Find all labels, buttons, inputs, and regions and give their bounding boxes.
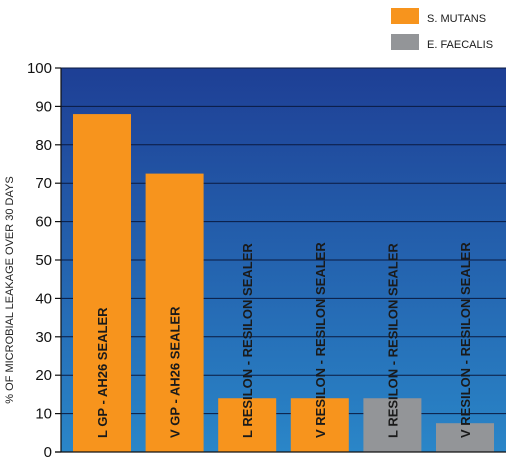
bar-label: L GP - AH26 SEALER: [95, 307, 110, 438]
bar: [436, 423, 494, 452]
y-tick-label: 50: [35, 252, 52, 269]
y-tick-label: 0: [44, 444, 52, 459]
legend-label: E. FAECALIS: [427, 39, 493, 51]
y-tick-label: 80: [35, 137, 52, 154]
bar-label: L RESILON - RESILON SEALER: [385, 243, 400, 438]
y-tick-label: 20: [35, 367, 52, 384]
y-tick-label: 60: [35, 214, 52, 231]
legend-swatch: [391, 8, 419, 24]
legend: S. MUTANS E. FAECALIS: [391, 8, 493, 51]
y-tick-label: 100: [27, 60, 52, 77]
y-axis: 0 10 20 30 40 50 60 70 80 90 100: [27, 60, 506, 459]
bar-label: L RESILON - RESILON SEALER: [240, 243, 255, 438]
bar: [218, 398, 277, 452]
bar: [290, 398, 349, 452]
legend-label: S. MUTANS: [427, 13, 486, 25]
y-tick-label: 90: [35, 98, 52, 115]
bars: L GP - AH26 SEALER V GP - AH26 SEALER L RE…: [73, 114, 494, 452]
y-tick-label: 30: [35, 329, 52, 346]
y-axis-label: % OF MICROBIAL LEAKAGE OVER 30 DAYS: [4, 176, 16, 403]
bar-label: V RESILON - RESILON SEALER: [458, 242, 473, 438]
bar: [363, 398, 422, 452]
y-tick-label: 10: [35, 406, 52, 423]
y-tick-label: 70: [35, 175, 52, 192]
bar: [145, 173, 204, 452]
bar-label: V GP - AH26 SEALER: [168, 306, 183, 438]
bar: [73, 114, 131, 452]
y-tick-label: 40: [35, 290, 52, 307]
bar-label: V RESILON - RESILON SEALER: [313, 242, 328, 438]
legend-swatch: [391, 34, 419, 50]
gridlines: [61, 67, 506, 415]
